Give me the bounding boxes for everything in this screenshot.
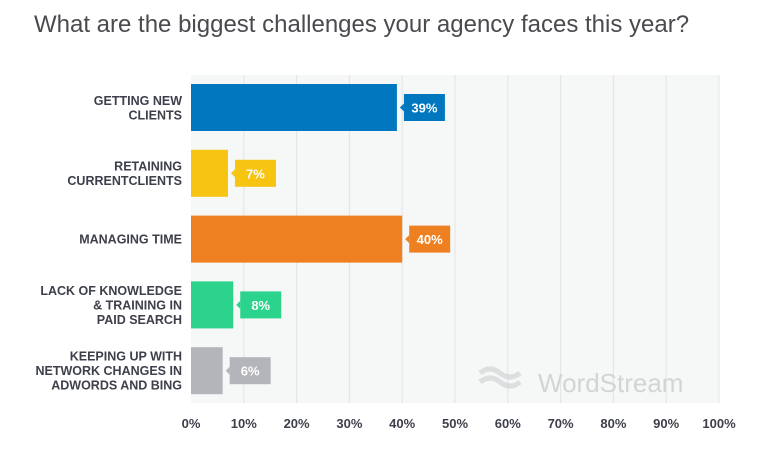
x-tick-label: 60% bbox=[495, 416, 521, 431]
x-tick-label: 40% bbox=[389, 416, 415, 431]
x-tick-label: 20% bbox=[284, 416, 310, 431]
category-label: CURRENTCLIENTS bbox=[67, 174, 182, 188]
data-label: 7% bbox=[246, 166, 265, 181]
x-tick-label: 30% bbox=[336, 416, 362, 431]
data-label: 6% bbox=[241, 364, 260, 379]
wave-icon bbox=[478, 375, 522, 389]
x-tick-label: 50% bbox=[442, 416, 468, 431]
x-tick-label: 0% bbox=[182, 416, 201, 431]
category-label: KEEPING UP WITH bbox=[70, 350, 182, 364]
wave-icon bbox=[478, 366, 522, 380]
category-label: CLIENTS bbox=[129, 108, 182, 122]
category-label: ADWORDS AND BING bbox=[51, 379, 182, 393]
category-label: LACK OF KNOWLEDGE bbox=[40, 284, 182, 298]
bar bbox=[191, 215, 403, 263]
category-label: MANAGING TIME bbox=[79, 233, 182, 247]
bar bbox=[191, 281, 234, 329]
category-label: PAID SEARCH bbox=[97, 313, 182, 327]
data-label-pointer bbox=[225, 366, 230, 375]
data-label-pointer bbox=[236, 300, 241, 309]
bar bbox=[191, 149, 228, 197]
data-label-box bbox=[409, 225, 451, 253]
category-label: NETWORK CHANGES IN bbox=[35, 364, 182, 378]
category-label: & TRAINING IN bbox=[93, 298, 182, 312]
x-tick-label: 90% bbox=[653, 416, 679, 431]
category-label: RETAINING bbox=[114, 160, 182, 174]
watermark-text: WordStream bbox=[538, 368, 683, 398]
x-tick-label: 100% bbox=[702, 416, 736, 431]
x-tick-label: 80% bbox=[600, 416, 626, 431]
data-label: 8% bbox=[251, 298, 270, 313]
data-label-pointer bbox=[399, 103, 404, 112]
bar bbox=[191, 84, 397, 131]
chart-title: What are the biggest challenges your age… bbox=[34, 11, 690, 38]
data-label-pointer bbox=[405, 235, 410, 244]
x-tick-label: 10% bbox=[231, 416, 257, 431]
data-label-box bbox=[234, 159, 276, 187]
watermark-logo bbox=[478, 366, 522, 389]
data-label-box bbox=[403, 94, 445, 121]
category-label: GETTING NEW bbox=[94, 94, 182, 108]
data-label: 40% bbox=[417, 232, 443, 247]
data-label-box bbox=[229, 357, 271, 385]
data-label-pointer bbox=[230, 169, 235, 178]
data-label: 39% bbox=[411, 101, 437, 116]
data-label-box bbox=[240, 291, 282, 319]
x-tick-label: 70% bbox=[548, 416, 574, 431]
bar bbox=[191, 347, 223, 395]
